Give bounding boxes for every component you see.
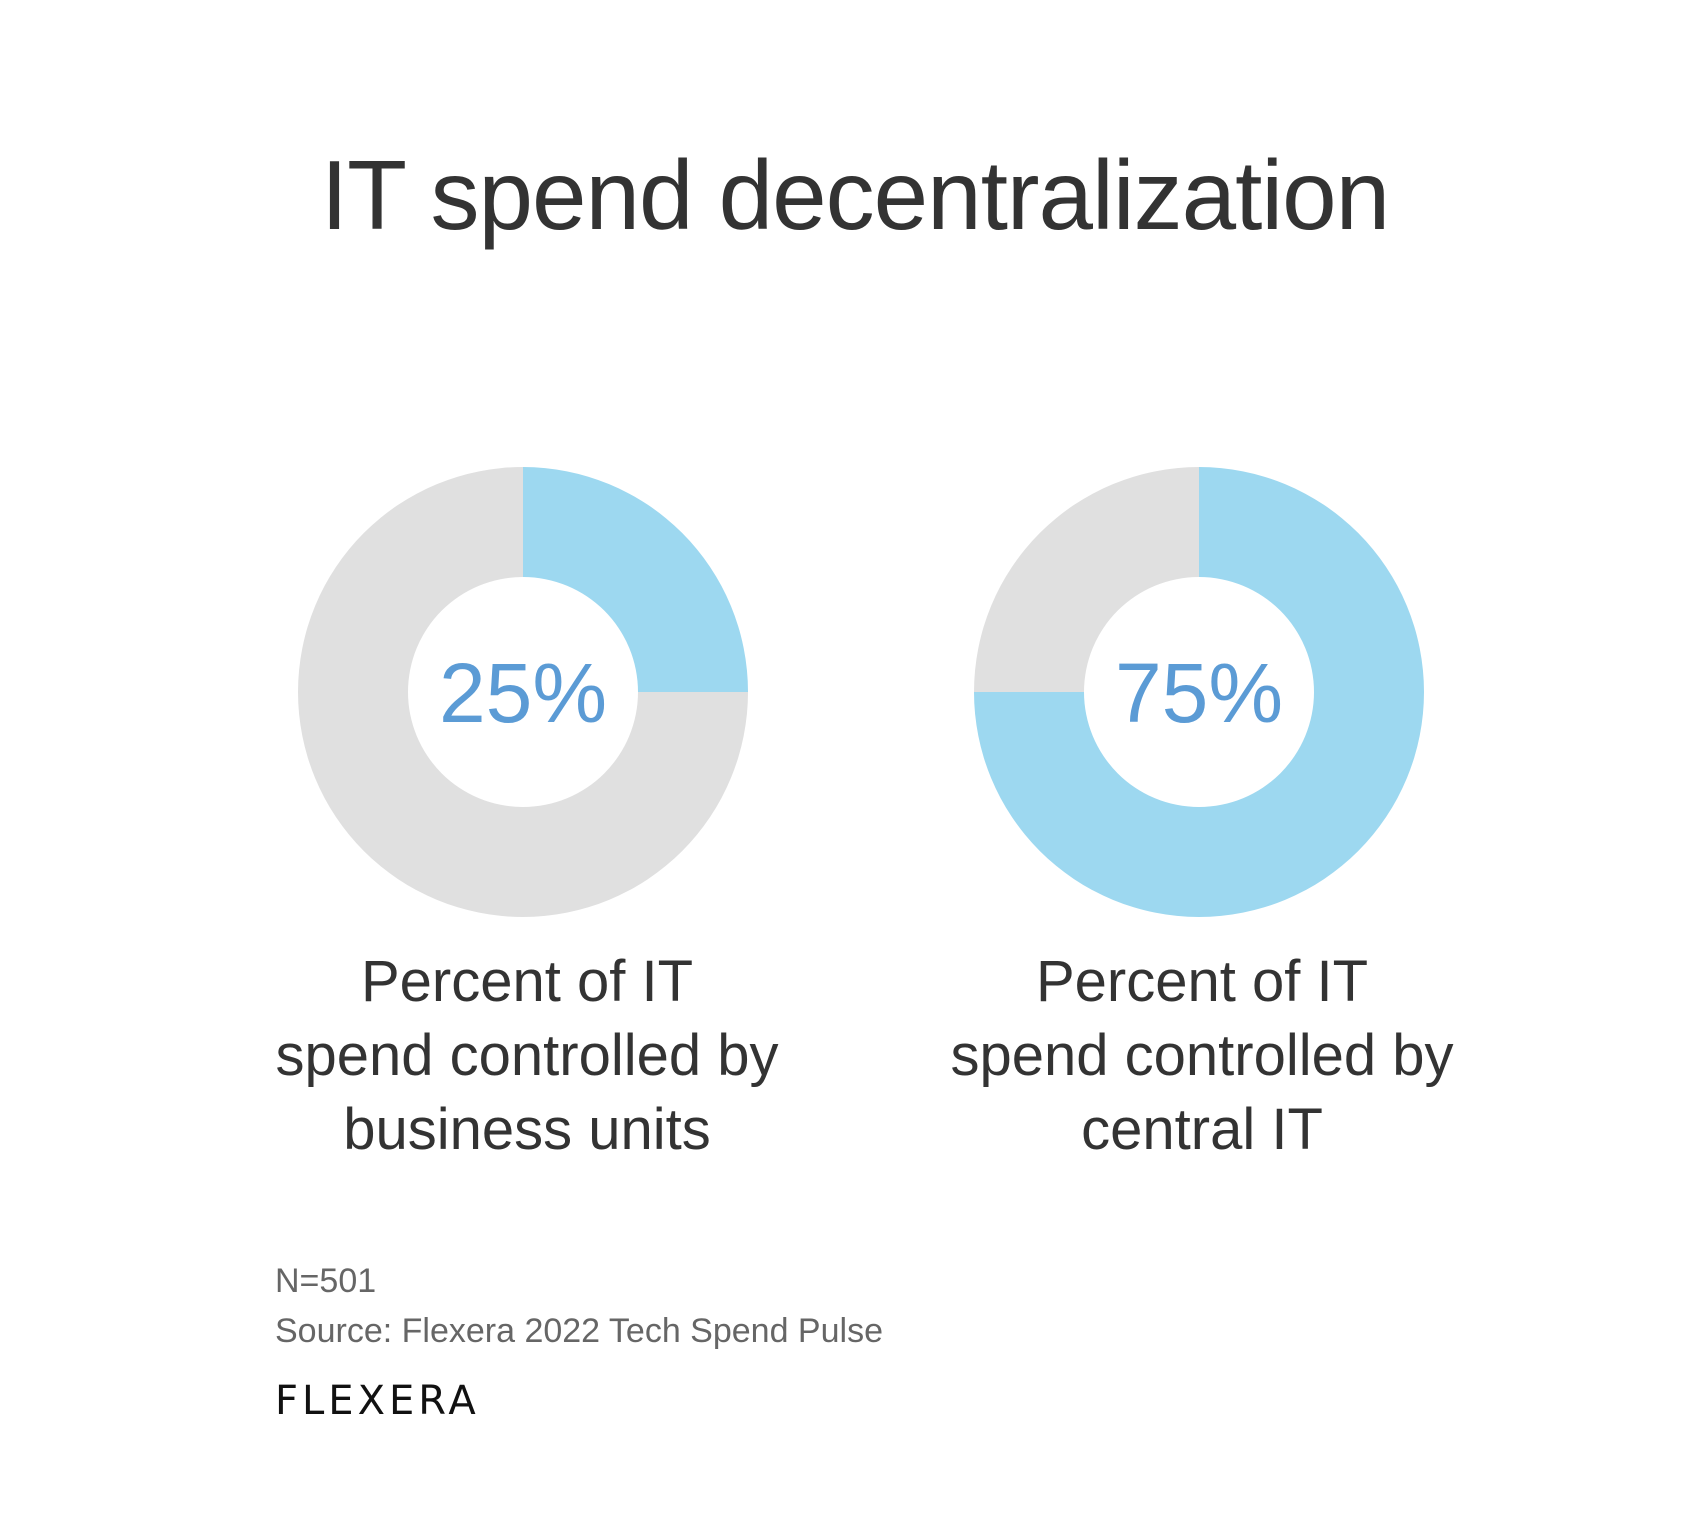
- caption-line: spend controlled by: [950, 1023, 1454, 1088]
- sample-size: N=501: [275, 1262, 377, 1300]
- caption-line: business units: [343, 1097, 711, 1162]
- donut-center-label: 75%: [1115, 646, 1283, 740]
- donut-slice-remainder: [297, 467, 748, 918]
- donut-slice-value: [974, 467, 1424, 918]
- caption-line: central IT: [1081, 1097, 1323, 1162]
- donut-slice-remainder: [974, 467, 1199, 692]
- donut-slice-value: [523, 467, 748, 692]
- donut-2-caption: Percent of IT spend controlled by centra…: [902, 945, 1502, 1167]
- chart-title: IT spend decentralization: [320, 140, 1390, 250]
- donut-1-caption: Percent of IT spend controlled by busine…: [227, 945, 827, 1167]
- donut-center-label: 25%: [439, 646, 607, 740]
- caption-line: spend controlled by: [275, 1023, 779, 1088]
- caption-line: Percent of IT: [1035, 949, 1369, 1014]
- caption-line: Percent of IT: [360, 949, 694, 1014]
- source-note: Source: Flexera 2022 Tech Spend Pulse: [275, 1312, 883, 1350]
- flexera-logo: FLEXERA: [275, 1378, 480, 1424]
